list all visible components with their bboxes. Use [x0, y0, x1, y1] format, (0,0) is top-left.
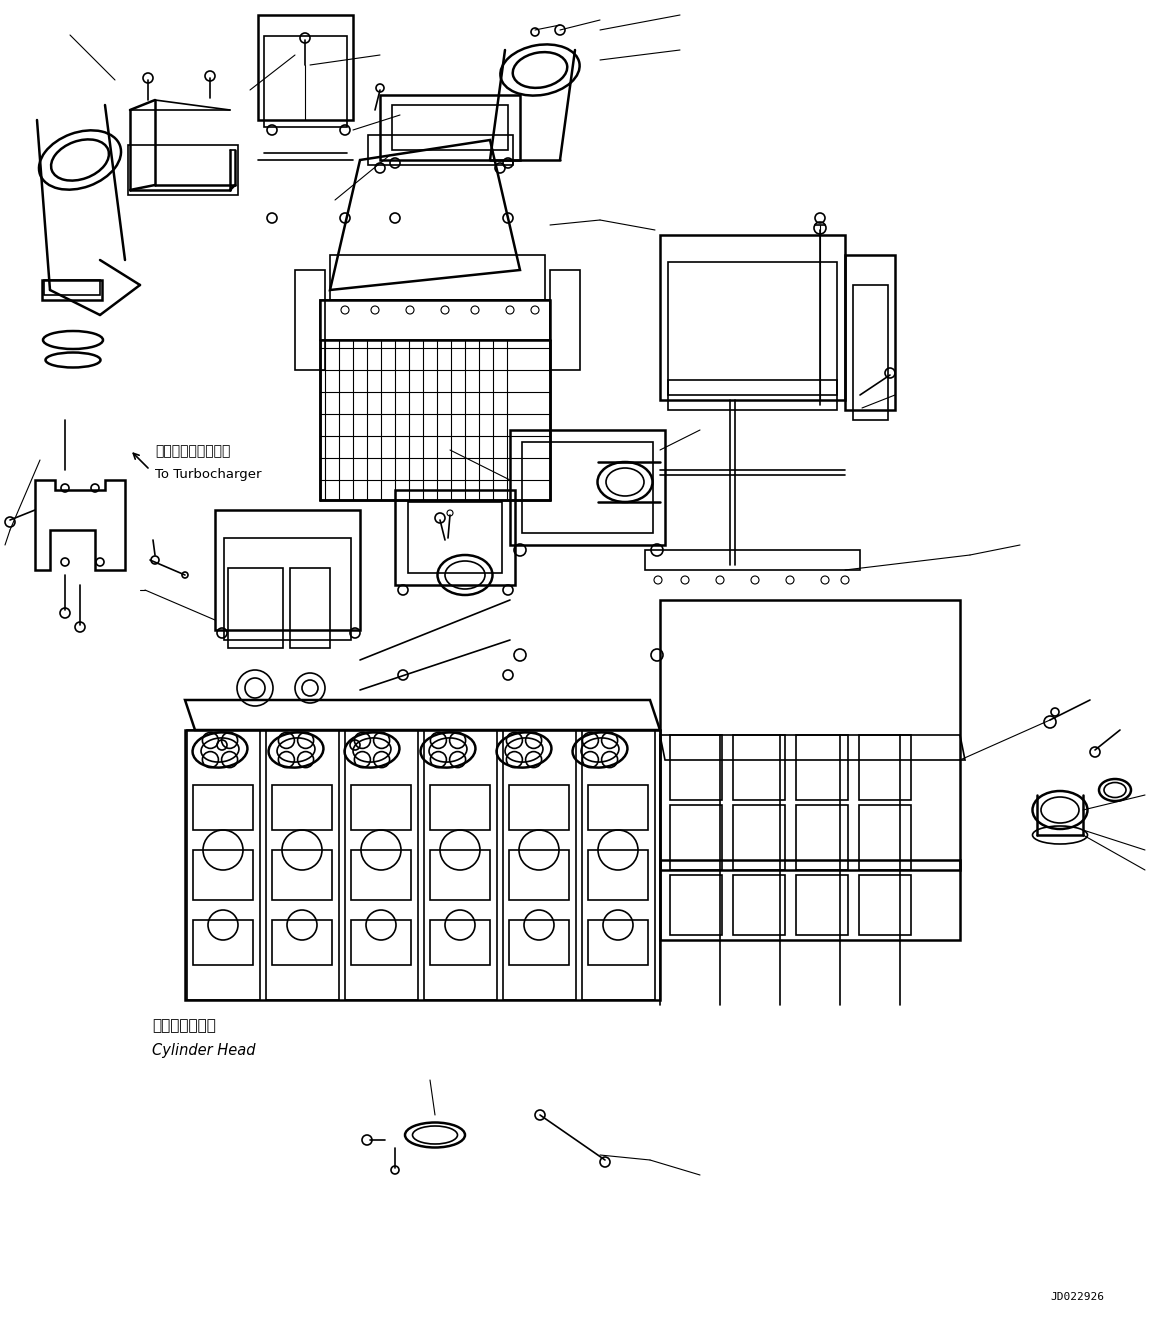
Bar [272, 849, 331, 900]
Bar [511, 430, 665, 545]
Bar [44, 280, 100, 295]
Bar [430, 785, 490, 830]
Bar [187, 729, 261, 1000]
Bar [266, 729, 338, 1000]
Bar [588, 849, 648, 900]
Bar [733, 805, 785, 871]
Bar [215, 510, 361, 630]
Text: Cylinder Head: Cylinder Head [152, 1043, 256, 1058]
Bar [670, 874, 722, 935]
Text: JD022926: JD022926 [1050, 1293, 1104, 1302]
Bar [859, 805, 911, 871]
Bar [668, 262, 837, 410]
Bar [395, 489, 515, 586]
Bar [295, 270, 324, 371]
Bar [258, 15, 354, 120]
Bar [392, 106, 508, 150]
Text: シリンダヘッド: シリンダヘッド [152, 1018, 216, 1033]
Bar [351, 785, 411, 830]
Bar [351, 849, 411, 900]
Bar [430, 919, 490, 966]
Bar [264, 36, 347, 127]
Bar [320, 299, 550, 500]
Bar [852, 285, 889, 419]
Bar [330, 255, 545, 299]
Bar [290, 568, 330, 648]
Bar [550, 270, 580, 371]
Bar [795, 735, 848, 801]
Bar [42, 280, 102, 299]
Bar [795, 874, 848, 935]
Bar [193, 849, 254, 900]
Bar [509, 849, 569, 900]
Bar [588, 785, 648, 830]
Bar [380, 95, 520, 160]
Bar [272, 919, 331, 966]
Bar [582, 729, 655, 1000]
Bar [185, 729, 659, 1000]
Bar [659, 235, 846, 400]
Bar [224, 538, 351, 640]
Bar [272, 785, 331, 830]
Bar [193, 919, 254, 966]
Bar [193, 785, 254, 830]
Bar [859, 735, 911, 801]
Text: ターボチャージャヘ: ターボチャージャヘ [155, 445, 230, 458]
Bar [659, 860, 959, 940]
Bar [795, 805, 848, 871]
Bar [424, 729, 497, 1000]
Bar [668, 380, 837, 394]
Bar [733, 735, 785, 801]
Bar [128, 145, 238, 195]
Bar [670, 735, 722, 801]
Bar [351, 919, 411, 966]
Bar [345, 729, 418, 1000]
Bar [645, 550, 859, 570]
Bar [846, 255, 896, 410]
Text: To Turbocharger: To Turbocharger [155, 468, 262, 481]
Bar [504, 729, 576, 1000]
Bar [733, 874, 785, 935]
Bar [430, 849, 490, 900]
Bar [408, 503, 502, 572]
Bar [588, 919, 648, 966]
Bar [509, 785, 569, 830]
Bar [228, 568, 283, 648]
Bar [368, 135, 513, 165]
Bar [670, 805, 722, 871]
Bar [522, 442, 652, 533]
Bar [859, 874, 911, 935]
Bar [659, 600, 959, 871]
Bar [509, 919, 569, 966]
